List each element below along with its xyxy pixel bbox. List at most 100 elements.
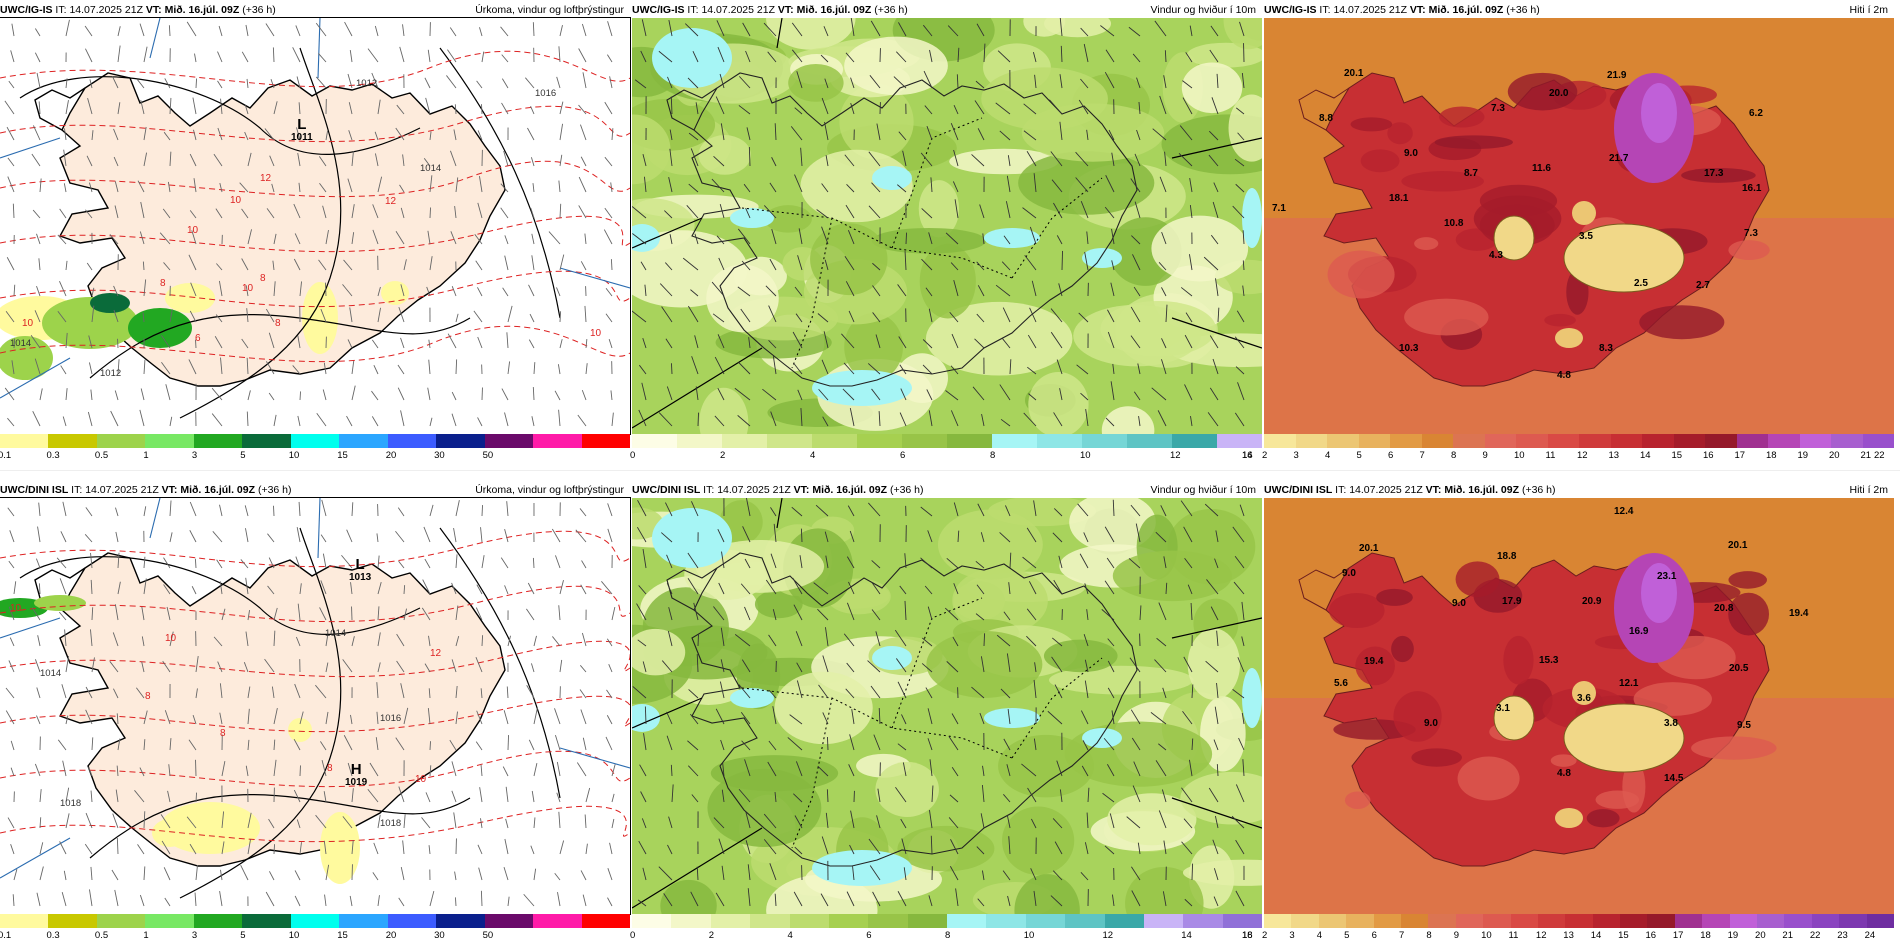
row-divider <box>0 470 1900 471</box>
colorbar-tick: 50 <box>482 930 494 941</box>
colorbar-swatch <box>1327 434 1359 448</box>
isotherms <box>0 530 630 843</box>
colorbar-swatch <box>1025 914 1066 928</box>
isotherm-label: 8 <box>327 763 333 774</box>
pressure-center: H 1019 <box>345 761 367 789</box>
wind-map <box>632 18 1262 434</box>
temperature-area <box>1507 72 1578 111</box>
colorbar-tick: 10 <box>1481 930 1492 941</box>
colorbar-swatch <box>96 434 146 448</box>
colorbar-swatch <box>868 914 908 928</box>
colorbar-swatch <box>290 914 340 928</box>
lead-time: (+36 h) <box>1506 4 1540 16</box>
map-canvas <box>0 18 630 434</box>
panel-title: Úrkoma, vindur og loftþrýstingur <box>475 484 624 496</box>
wind-speed-area <box>998 734 1094 798</box>
high-pressure-marker: H <box>350 761 362 778</box>
colorbar-swatch <box>1757 914 1785 928</box>
colorbar-swatch <box>1784 914 1812 928</box>
temperature-area <box>1350 117 1393 132</box>
temperature-value-label: 5.6 <box>1334 678 1348 689</box>
precip-map: L 1013 H 1019 1014 1014 1018 1016 1018 10 10 12 8 8 8 1… <box>0 497 631 915</box>
colorbar-tick: 10 <box>288 930 300 941</box>
glacier-cold-area <box>1563 223 1685 293</box>
colorbar-swatch <box>1702 914 1730 928</box>
colorbar-swatch <box>828 914 869 928</box>
colorbar-swatch <box>290 434 340 448</box>
colorbar <box>0 914 631 928</box>
colorbar-swatch <box>48 914 97 928</box>
wind-speed-area <box>632 114 671 185</box>
temperature-area <box>1434 135 1513 150</box>
glacier-cold-area <box>1572 201 1596 225</box>
lead-time: (+36 h) <box>1521 484 1556 496</box>
colorbar-tick: 5 <box>240 450 246 461</box>
wind-speed-area <box>926 630 1043 698</box>
colorbar-tick: 5 <box>1356 450 1362 461</box>
isobar-label: 1014 <box>40 668 62 679</box>
isotherm-label: 8 <box>275 318 281 329</box>
isotherm-label: 8 <box>145 691 151 702</box>
temperature-value-label: 9.5 <box>1737 720 1751 731</box>
lead-time: (+36 h) <box>242 4 276 16</box>
colorbar <box>1264 914 1894 928</box>
colorbar-tick: 1 <box>143 450 149 461</box>
colorbar-swatch <box>1610 434 1642 448</box>
colorbar-swatch <box>677 434 722 448</box>
valid-label: VT: <box>145 4 162 16</box>
colorbar-swatch <box>1547 434 1579 448</box>
colorbar-ticks: 0.1 0.3 0.5 1 3 5 10 15 20 30 50 <box>0 450 630 462</box>
temperature-value-label: 9.0 <box>1342 568 1356 579</box>
colorbar-tick: 4 <box>810 450 816 461</box>
colorbar-swatch <box>1484 434 1516 448</box>
colorbar-tick: 12 <box>1535 930 1547 941</box>
colorbar-tick: 6 <box>1388 450 1394 461</box>
wind-speed-area <box>925 301 1073 376</box>
colorbar-swatch <box>1839 914 1867 928</box>
glacier-cold-area <box>1563 703 1685 773</box>
colorbar-swatch <box>1705 434 1737 448</box>
precip-area <box>34 595 86 611</box>
colorbar-swatch <box>789 914 829 928</box>
valid-time: Mið. 16.júl. 09Z <box>180 484 256 496</box>
colorbar-swatch <box>750 914 790 928</box>
colorbar-swatch <box>1811 914 1840 928</box>
graticule <box>0 18 630 399</box>
colorbar-tick: 15 <box>1618 930 1629 941</box>
colorbar-swatch <box>1620 914 1648 928</box>
isobar-label: 1016 <box>380 713 402 724</box>
region-boundaries <box>741 597 1103 849</box>
colorbar-swatch <box>1172 434 1217 448</box>
colorbar-swatch <box>145 434 194 448</box>
precip-panel-dini: UWC/DINI ISL IT: 14.07.2025 21Z VT: Mið.… <box>0 480 631 941</box>
colorbar-swatch <box>1127 434 1172 448</box>
precip-area <box>302 282 338 354</box>
colorbar-swatch <box>145 914 194 928</box>
strong-wind-area <box>872 166 912 190</box>
temperature-value-label: 4.3 <box>1489 250 1503 261</box>
model-source: UWC/DINI ISL <box>1264 484 1333 496</box>
wind-speed-area <box>774 671 873 745</box>
wind-barbs <box>4 19 614 427</box>
colorbar-tick: 15 <box>1671 450 1683 461</box>
colorbar-tick: 17 <box>1734 450 1746 461</box>
colorbar-swatch <box>1736 434 1768 448</box>
colorbar-swatch <box>387 434 437 448</box>
temperature-value-label: 3.1 <box>1496 703 1510 714</box>
colorbar-tick: 17 <box>1672 930 1684 941</box>
wind-speed-area <box>660 879 717 914</box>
colorbar-tick: 21 <box>1782 930 1793 941</box>
colorbar-tick: 3 <box>191 450 198 461</box>
colorbar-swatch <box>1358 434 1390 448</box>
colorbar-tick: 7 <box>1419 450 1425 461</box>
westfjords-coast <box>1298 567 1350 611</box>
colorbar-swatch <box>857 434 902 448</box>
wind-speed-area <box>699 387 749 434</box>
wind-speed-area <box>1014 874 1080 914</box>
lead-time: (+36 h) <box>874 4 908 16</box>
colorbar-swatch <box>1400 914 1429 928</box>
map-canvas <box>0 498 630 914</box>
colorbar-tick: 10 <box>1080 450 1091 461</box>
graticule <box>632 18 1262 429</box>
temperature-value-label: 9.0 <box>1404 148 1418 159</box>
